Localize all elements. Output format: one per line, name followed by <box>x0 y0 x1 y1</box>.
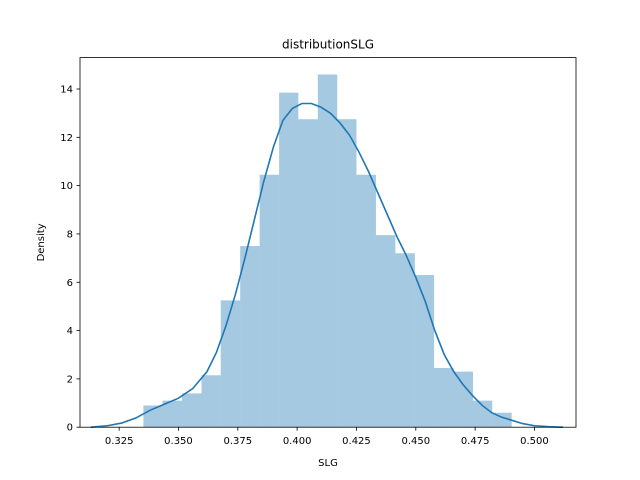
chart-title: distributionSLG <box>282 38 374 52</box>
histogram-bar <box>434 368 454 428</box>
y-axis: 0 2 4 6 8 10 12 14 <box>60 85 80 434</box>
y-axis-label: Density <box>36 223 47 261</box>
kde-line <box>90 102 563 428</box>
histogram-bar <box>162 400 183 428</box>
histogram-bar <box>317 74 338 428</box>
y-tick-label: 6 <box>67 278 73 289</box>
y-tick-label: 4 <box>67 326 73 337</box>
x-tick-label: 0.500 <box>520 436 549 447</box>
histogram-bar <box>279 92 299 428</box>
histogram-bar <box>453 371 474 428</box>
histogram-bar <box>395 253 415 428</box>
y-tick-label: 0 <box>67 423 73 434</box>
histogram-bar <box>201 375 221 428</box>
histogram-bar <box>220 300 241 428</box>
histogram-bar <box>375 235 396 428</box>
x-tick-label: 0.425 <box>342 436 371 447</box>
histogram-bar <box>259 174 280 428</box>
y-tick-label: 14 <box>60 85 73 96</box>
plot-frame <box>79 57 577 428</box>
x-axis: 0.325 0.350 0.375 0.400 0.425 0.450 0.475 0.500 <box>105 427 549 447</box>
x-tick-label: 0.475 <box>461 436 490 447</box>
x-axis-label: SLG <box>318 458 338 469</box>
histogram-bar <box>337 119 357 428</box>
y-tick-label: 12 <box>60 133 73 144</box>
histogram-bars <box>143 74 512 428</box>
histogram-bar <box>356 174 376 428</box>
x-tick-label: 0.450 <box>401 436 430 447</box>
x-tick-label: 0.400 <box>283 436 312 447</box>
histogram-bar <box>473 400 493 428</box>
histogram-bar <box>492 412 512 428</box>
y-tick-label: 2 <box>67 374 73 385</box>
histogram-bar <box>182 393 202 428</box>
x-tick-label: 0.325 <box>105 436 134 447</box>
x-tick-label: 0.350 <box>164 436 193 447</box>
histogram-bar <box>240 246 260 428</box>
y-tick-label: 10 <box>60 181 73 192</box>
histogram-bar <box>298 119 318 428</box>
y-tick-label: 8 <box>67 229 73 240</box>
x-tick-label: 0.375 <box>223 436 252 447</box>
